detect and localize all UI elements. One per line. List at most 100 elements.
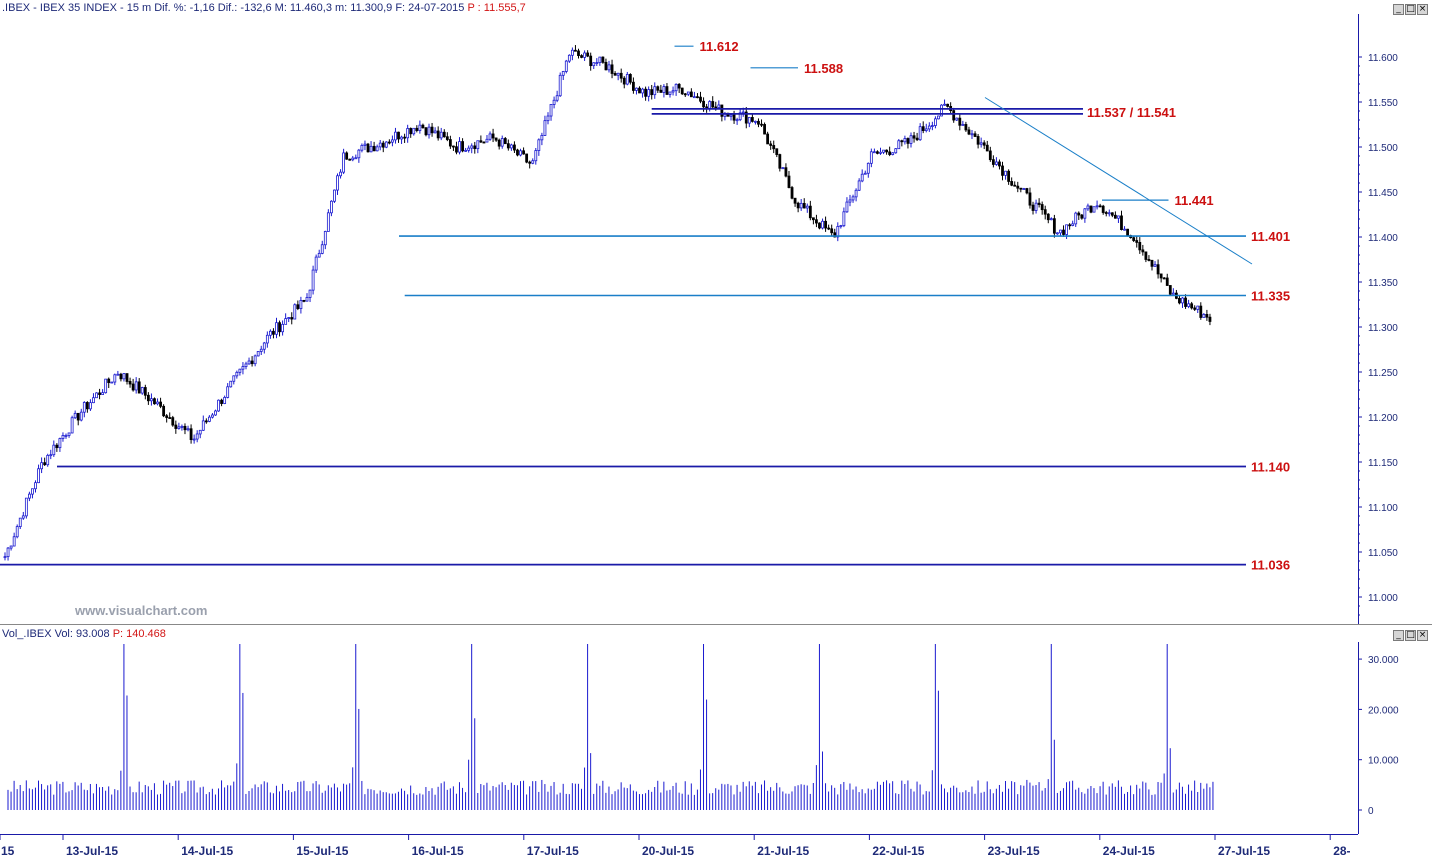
candle-body xyxy=(915,137,919,141)
candle-body xyxy=(854,189,858,198)
candle-body xyxy=(235,371,239,377)
candle-body xyxy=(610,64,614,74)
x-tick-label: 27-Jul-15 xyxy=(1218,844,1270,857)
candle-body xyxy=(436,130,440,139)
candle-body xyxy=(976,136,980,145)
candle-body xyxy=(988,150,992,161)
price-restore-icon[interactable]: □ xyxy=(1405,4,1416,15)
candle-body xyxy=(119,373,123,380)
candle-body xyxy=(1089,205,1093,213)
candle-body xyxy=(583,52,586,58)
volume-minimize-icon[interactable]: _ xyxy=(1393,630,1404,641)
candle-body xyxy=(275,322,278,335)
candle-body xyxy=(509,144,513,149)
candle-body xyxy=(632,81,635,91)
candle-body xyxy=(342,152,346,173)
candle-body xyxy=(397,131,400,140)
candle-body xyxy=(897,140,901,150)
candle-body xyxy=(528,161,532,164)
candle-body xyxy=(1071,223,1075,226)
candle-body xyxy=(848,199,852,203)
candle-body xyxy=(150,398,153,402)
candle-body xyxy=(513,144,516,151)
candle-body xyxy=(1187,303,1190,307)
candle-body xyxy=(1193,307,1197,310)
candle-body xyxy=(729,114,733,117)
candle-body xyxy=(1141,249,1145,253)
level-label: 11.441 xyxy=(1175,193,1214,208)
candle-body xyxy=(1034,202,1038,211)
candle-body xyxy=(1080,214,1084,219)
candle-body xyxy=(900,140,904,143)
candle-body xyxy=(522,150,525,155)
candle-body xyxy=(519,150,522,156)
candle-body xyxy=(659,89,663,93)
candle-body xyxy=(186,428,190,431)
candle-body xyxy=(159,401,162,407)
candle-body xyxy=(137,381,141,394)
candle-body xyxy=(516,149,519,156)
candle-body xyxy=(696,96,699,99)
candle-body xyxy=(934,118,937,126)
candle-body xyxy=(1107,212,1111,215)
candle-body xyxy=(1068,224,1072,227)
candle-body xyxy=(525,153,529,163)
volume-tick-label: 0 xyxy=(1368,806,1374,817)
volume-restore-icon[interactable]: □ xyxy=(1405,630,1416,641)
candle-body xyxy=(326,212,330,232)
candle-body xyxy=(937,115,940,120)
candle-body xyxy=(497,139,501,147)
candle-body xyxy=(427,126,431,136)
candle-body xyxy=(1037,202,1041,205)
candle-body xyxy=(763,124,766,135)
candle-body xyxy=(711,101,715,108)
price-tick-label: 11.400 xyxy=(1368,233,1398,244)
candle-body xyxy=(1126,228,1129,236)
candle-body xyxy=(586,52,590,57)
price-close-icon[interactable]: × xyxy=(1417,4,1428,15)
volume-close-icon[interactable]: × xyxy=(1417,630,1428,641)
candle-body xyxy=(772,145,776,150)
candle-body xyxy=(1208,316,1212,322)
candle-body xyxy=(204,420,208,423)
candle-body xyxy=(433,130,437,134)
candle-body xyxy=(885,149,888,153)
candle-body xyxy=(290,317,294,320)
candle-body xyxy=(961,124,965,126)
candle-body xyxy=(793,197,797,204)
x-tick-label: 16-Jul-15 xyxy=(412,844,464,857)
candle-body xyxy=(592,62,596,67)
candle-body xyxy=(354,157,358,160)
candle-body xyxy=(247,360,251,365)
candle-body xyxy=(1098,205,1102,208)
candle-body xyxy=(98,392,101,395)
candle-body xyxy=(1117,215,1120,219)
price-minimize-icon[interactable]: _ xyxy=(1393,4,1404,15)
price-tick-label: 11.150 xyxy=(1368,458,1398,469)
candle-body xyxy=(857,180,861,191)
candle-body xyxy=(52,444,56,456)
candle-body xyxy=(174,424,178,429)
candle-body xyxy=(531,160,535,164)
candle-body xyxy=(61,435,65,439)
candle-body xyxy=(656,86,660,91)
candle-body xyxy=(998,161,1001,167)
price-tick-label: 11.500 xyxy=(1368,143,1398,154)
candle-body xyxy=(220,399,223,404)
candle-body xyxy=(1019,187,1023,190)
candle-body xyxy=(888,151,892,155)
candle-body xyxy=(1190,303,1194,309)
candle-body xyxy=(21,515,25,519)
candle-body xyxy=(757,120,760,125)
candle-body xyxy=(64,434,68,437)
candle-body xyxy=(104,378,108,394)
candle-body xyxy=(839,225,843,228)
candle-body xyxy=(589,55,593,67)
candle-body xyxy=(912,135,916,139)
candle-body xyxy=(622,77,626,85)
candle-body xyxy=(55,444,59,449)
candle-body xyxy=(391,139,394,143)
candle-body xyxy=(607,64,611,71)
